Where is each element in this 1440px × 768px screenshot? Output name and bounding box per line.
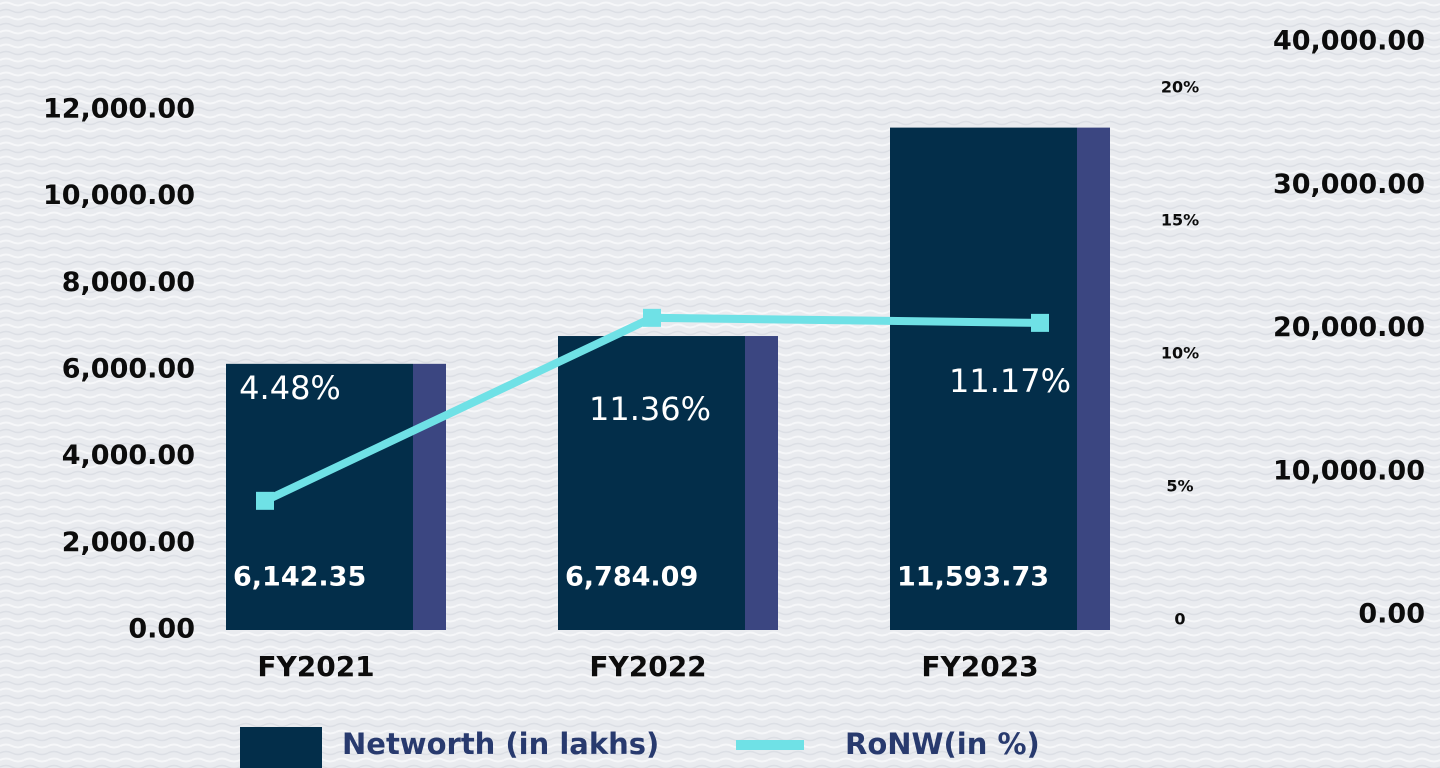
legend-label: RoNW(in %)	[845, 727, 1040, 761]
bar	[890, 127, 1077, 630]
bar-side	[413, 363, 446, 630]
x-tick-label: FY2022	[589, 650, 706, 683]
x-tick-label: FY2023	[921, 650, 1038, 683]
y-tick-label: 6,000.00	[62, 354, 195, 385]
y-tick-label: 20,000.00	[1273, 312, 1425, 343]
y-tick-label: 40,000.00	[1273, 26, 1425, 57]
y-tick-label: 12,000.00	[43, 94, 195, 125]
y-tick-label: 5%	[1166, 477, 1193, 496]
y-tick-label: 30,000.00	[1273, 169, 1425, 200]
y-tick-label: 0	[1174, 610, 1185, 629]
y-tick-label: 8,000.00	[62, 267, 195, 298]
line-marker	[643, 308, 661, 327]
y-tick-label: 20%	[1161, 78, 1199, 97]
y-tick-label: 10%	[1161, 344, 1199, 363]
y-tick-label: 15%	[1161, 211, 1199, 230]
legend-swatch	[240, 727, 322, 768]
legend-label: Networth (in lakhs)	[342, 727, 659, 761]
y-tick-label: 2,000.00	[62, 527, 195, 558]
line-value-label: 11.36%	[589, 390, 711, 428]
y-tick-label: 10,000.00	[43, 180, 195, 211]
legend-swatch	[736, 740, 804, 750]
y-tick-label: 4,000.00	[62, 440, 195, 471]
bar-side	[1077, 127, 1110, 630]
line-marker	[256, 491, 274, 510]
y-tick-label: 0.00	[1358, 599, 1425, 630]
line-value-label: 11.17%	[949, 362, 1071, 400]
bar-value-label: 6,142.35	[233, 562, 366, 593]
x-tick-label: FY2021	[257, 650, 374, 683]
line-marker	[1031, 313, 1049, 332]
bar	[558, 336, 745, 630]
line-value-label: 4.48%	[239, 369, 341, 407]
bar-value-label: 11,593.73	[897, 562, 1049, 593]
bar-value-label: 6,784.09	[565, 562, 698, 593]
bar-side	[745, 336, 778, 630]
y-tick-label: 0.00	[128, 614, 195, 645]
y-tick-label: 10,000.00	[1273, 455, 1425, 486]
